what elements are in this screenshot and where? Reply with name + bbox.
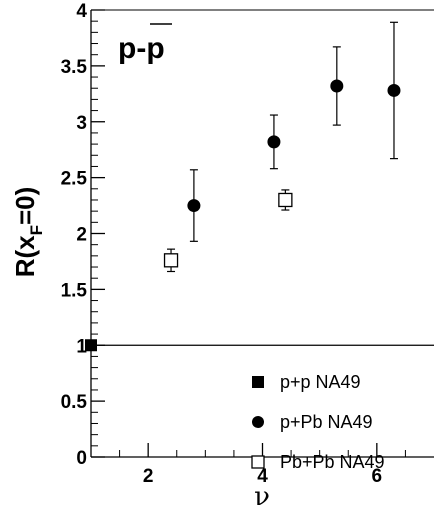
y-tick-label: 3 bbox=[76, 113, 87, 134]
legend-marker-open-square bbox=[251, 455, 265, 469]
data-point-circle bbox=[387, 83, 401, 97]
y-tick-label: 3.5 bbox=[61, 57, 88, 78]
y-axis-title-subscript: F bbox=[27, 225, 46, 235]
data-point-circle bbox=[187, 199, 201, 213]
y-tick-label: 2 bbox=[76, 225, 87, 246]
axes: 0 0.5 1 1.5 2 2.5 3 3.5 4 2 4 6 bbox=[61, 1, 434, 487]
y-tick-label: 0.5 bbox=[61, 392, 88, 413]
data-point-square bbox=[85, 339, 97, 352]
y-axis-title-main: R(x bbox=[10, 235, 40, 277]
x-tick-label: 2 bbox=[143, 466, 154, 487]
annotation-label: p-p bbox=[118, 32, 165, 65]
legend-marker-square bbox=[252, 376, 264, 388]
y-tick-label: 1 bbox=[76, 336, 87, 357]
data-point-circle bbox=[330, 79, 344, 93]
x-axis-title: ν bbox=[254, 482, 270, 512]
legend-marker-circle bbox=[252, 416, 264, 428]
y-tick-label: 1.5 bbox=[61, 280, 88, 301]
data-point-circle bbox=[267, 135, 281, 149]
x-tick-label: 6 bbox=[372, 466, 383, 487]
x-tick-label: 4 bbox=[257, 466, 268, 487]
labels: p-p ν R(xF=0) bbox=[10, 23, 270, 512]
legend-label: p+Pb NA49 bbox=[280, 412, 373, 432]
legend-label: p+p NA49 bbox=[280, 372, 361, 392]
data-point-open-square bbox=[278, 192, 293, 208]
y-tick-label: 4 bbox=[76, 1, 87, 22]
y-axis-title-tail: =0) bbox=[10, 187, 40, 225]
data-point-open-square bbox=[163, 253, 179, 268]
legend-label: Pb+Pb NA49 bbox=[280, 452, 385, 472]
data-marks bbox=[85, 21, 401, 352]
y-tick-label: 0 bbox=[76, 448, 87, 469]
plot-frame bbox=[90, 9, 434, 458]
y-tick-label: 2.5 bbox=[61, 169, 88, 190]
legend: p+p NA49 p+Pb NA49 Pb+Pb NA49 bbox=[251, 372, 385, 472]
y-axis-title: R(xF=0) bbox=[10, 187, 46, 278]
